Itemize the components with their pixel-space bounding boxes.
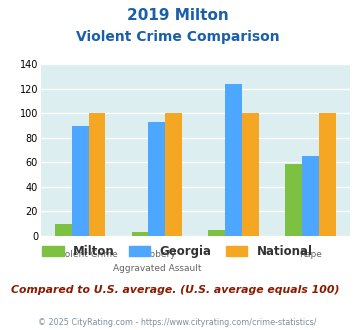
Bar xyxy=(208,230,225,236)
Text: Compared to U.S. average. (U.S. average equals 100): Compared to U.S. average. (U.S. average … xyxy=(11,285,339,295)
Legend: Milton, Georgia, National: Milton, Georgia, National xyxy=(42,245,313,258)
Bar xyxy=(319,114,335,236)
Bar xyxy=(302,156,319,236)
Bar xyxy=(55,224,72,236)
Text: Robbery: Robbery xyxy=(138,250,176,259)
Bar xyxy=(285,164,302,236)
Text: Rape: Rape xyxy=(299,250,322,259)
Bar xyxy=(242,114,259,236)
Text: All Violent Crime: All Violent Crime xyxy=(42,250,118,259)
Text: © 2025 CityRating.com - https://www.cityrating.com/crime-statistics/: © 2025 CityRating.com - https://www.city… xyxy=(38,318,317,327)
Bar xyxy=(165,114,182,236)
Bar xyxy=(132,232,148,236)
Bar xyxy=(148,122,165,236)
Bar xyxy=(72,126,89,236)
Text: Violent Crime Comparison: Violent Crime Comparison xyxy=(76,30,279,44)
Text: 2019 Milton: 2019 Milton xyxy=(127,8,228,23)
Bar xyxy=(225,84,242,236)
Bar xyxy=(89,114,105,236)
Text: Aggravated Assault: Aggravated Assault xyxy=(113,264,201,273)
